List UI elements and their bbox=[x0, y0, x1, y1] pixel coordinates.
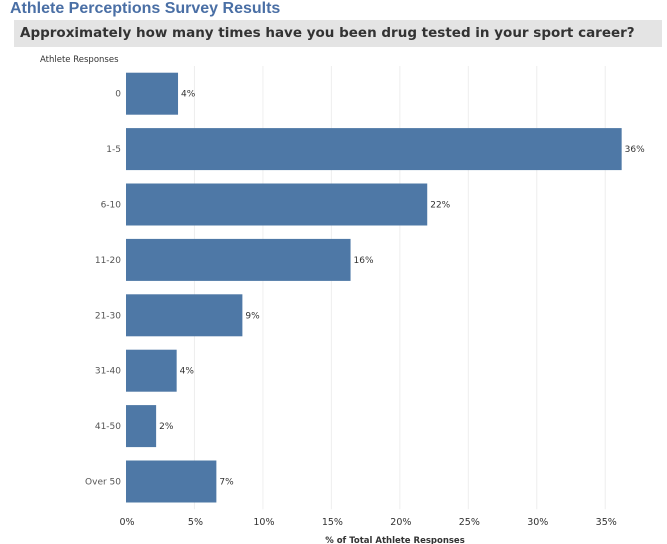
x-tick-label: 25% bbox=[459, 517, 480, 528]
question-band: Approximately how many times have you be… bbox=[14, 20, 662, 47]
x-tick-label: 15% bbox=[322, 517, 343, 528]
x-tick-label: 0% bbox=[119, 517, 134, 528]
bar bbox=[126, 128, 622, 171]
bar bbox=[126, 349, 177, 392]
data-label: 4% bbox=[180, 367, 195, 377]
data-label: 7% bbox=[219, 478, 234, 488]
category-label: 41-50 bbox=[95, 422, 121, 432]
data-label: 4% bbox=[181, 90, 196, 100]
data-label: 16% bbox=[354, 256, 374, 266]
bar bbox=[126, 72, 179, 115]
category-label: 31-40 bbox=[95, 367, 121, 377]
x-tick-label: 30% bbox=[527, 517, 548, 528]
labels: 0% 5% 10% 15% 20% 25% 30% 35% 0 4% 1-5 36% 6-10 22% 11… bbox=[85, 90, 645, 528]
category-label: Over 50 bbox=[85, 478, 121, 488]
x-tick-label: 20% bbox=[390, 517, 411, 528]
y-axis-header: Athlete Responses bbox=[40, 55, 119, 65]
category-label: 6-10 bbox=[101, 201, 122, 211]
data-label: 36% bbox=[625, 145, 645, 155]
bar bbox=[126, 183, 428, 226]
category-label: 11-20 bbox=[95, 256, 121, 266]
x-tick-label: 5% bbox=[188, 517, 203, 528]
category-label: 1-5 bbox=[106, 145, 121, 155]
data-label: 9% bbox=[245, 311, 260, 321]
page-title: Athlete Perceptions Survey Results bbox=[10, 0, 281, 17]
x-tick-label: 35% bbox=[596, 517, 617, 528]
data-label: 22% bbox=[430, 201, 450, 211]
category-label: 0 bbox=[115, 90, 121, 100]
bar bbox=[126, 460, 217, 503]
bar bbox=[126, 405, 157, 448]
question-text: Approximately how many times have you be… bbox=[20, 25, 635, 41]
bars bbox=[126, 72, 622, 503]
category-label: 21-30 bbox=[95, 311, 121, 321]
x-axis-title: % of Total Athlete Responses bbox=[325, 536, 465, 544]
data-label: 2% bbox=[159, 422, 174, 432]
bar bbox=[126, 294, 243, 337]
x-tick-label: 10% bbox=[253, 517, 274, 528]
bar bbox=[126, 238, 351, 281]
